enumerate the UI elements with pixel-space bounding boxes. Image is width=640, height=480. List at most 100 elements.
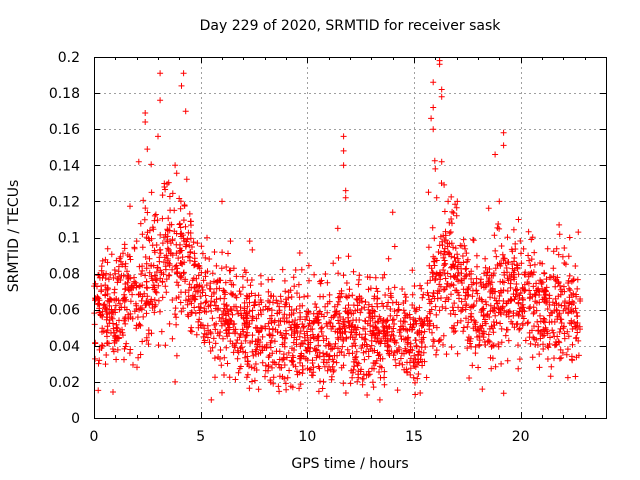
data-point bbox=[289, 318, 296, 325]
data-point bbox=[177, 224, 184, 231]
data-point bbox=[160, 234, 167, 241]
data-point bbox=[441, 208, 448, 215]
data-point bbox=[437, 336, 444, 343]
data-point bbox=[511, 258, 517, 265]
data-point bbox=[489, 325, 496, 332]
data-point bbox=[142, 205, 149, 212]
data-point bbox=[323, 351, 330, 358]
data-point bbox=[113, 356, 120, 363]
data-point bbox=[137, 291, 144, 298]
data-point bbox=[192, 288, 199, 295]
data-point bbox=[226, 316, 233, 323]
data-point bbox=[223, 264, 230, 270]
data-point bbox=[186, 210, 193, 217]
data-point bbox=[98, 345, 105, 351]
data-point bbox=[243, 315, 250, 321]
data-point bbox=[350, 268, 357, 275]
data-point bbox=[284, 374, 291, 381]
data-point bbox=[443, 237, 449, 244]
data-point bbox=[549, 327, 556, 334]
data-point bbox=[485, 277, 492, 283]
data-point bbox=[207, 348, 214, 354]
data-point bbox=[526, 305, 533, 312]
data-point bbox=[336, 349, 343, 356]
data-point bbox=[544, 343, 551, 349]
data-point bbox=[381, 374, 388, 381]
data-point bbox=[527, 262, 534, 269]
data-point bbox=[294, 290, 300, 297]
data-point bbox=[293, 306, 300, 312]
data-point bbox=[466, 375, 473, 381]
data-point bbox=[102, 291, 109, 298]
data-point bbox=[401, 291, 408, 298]
data-point bbox=[504, 269, 511, 276]
data-point bbox=[349, 374, 356, 381]
data-point bbox=[388, 331, 395, 338]
data-point bbox=[191, 304, 198, 311]
data-point bbox=[407, 371, 414, 378]
data-point bbox=[471, 317, 478, 324]
data-point bbox=[451, 263, 458, 270]
data-point bbox=[171, 207, 178, 214]
data-point bbox=[437, 233, 444, 240]
data-point bbox=[342, 194, 349, 201]
data-point bbox=[489, 342, 496, 349]
data-point bbox=[177, 273, 184, 280]
data-point bbox=[453, 276, 460, 283]
data-point bbox=[337, 314, 343, 320]
data-point bbox=[354, 378, 361, 385]
data-point bbox=[391, 284, 398, 291]
data-point bbox=[237, 291, 244, 298]
data-point bbox=[100, 328, 107, 335]
data-point bbox=[420, 291, 427, 298]
data-point bbox=[234, 355, 241, 362]
data-point bbox=[113, 295, 120, 302]
data-point bbox=[362, 299, 369, 305]
data-point bbox=[359, 381, 366, 388]
data-point bbox=[318, 328, 325, 335]
data-point bbox=[209, 270, 216, 277]
data-point bbox=[574, 320, 581, 326]
data-point bbox=[140, 197, 147, 204]
data-point bbox=[532, 292, 539, 299]
data-point bbox=[327, 346, 334, 353]
data-point bbox=[216, 332, 223, 339]
data-point bbox=[450, 262, 457, 269]
data-point bbox=[286, 367, 293, 374]
data-point bbox=[140, 313, 147, 320]
data-point bbox=[541, 269, 548, 276]
data-point bbox=[309, 357, 316, 364]
data-point bbox=[149, 242, 156, 249]
data-point bbox=[504, 234, 511, 241]
data-point bbox=[539, 333, 546, 339]
data-point bbox=[274, 328, 281, 335]
data-point bbox=[551, 308, 558, 314]
data-point bbox=[269, 326, 276, 333]
data-point bbox=[426, 326, 433, 333]
y-tick-label: 0.04 bbox=[49, 339, 80, 355]
y-tick-label: 0.12 bbox=[49, 194, 80, 210]
data-point bbox=[190, 239, 197, 246]
data-point bbox=[321, 313, 327, 320]
data-point bbox=[121, 294, 128, 301]
data-point bbox=[247, 282, 254, 289]
data-point bbox=[198, 269, 205, 276]
data-point bbox=[220, 335, 226, 342]
data-point bbox=[275, 322, 282, 329]
data-point bbox=[293, 322, 300, 329]
data-point bbox=[240, 328, 247, 335]
data-point bbox=[279, 266, 286, 273]
data-point bbox=[288, 294, 295, 300]
data-point bbox=[387, 336, 394, 343]
data-point bbox=[257, 349, 264, 356]
data-point bbox=[521, 287, 528, 294]
data-point bbox=[122, 320, 129, 327]
data-point bbox=[172, 263, 179, 270]
data-point bbox=[191, 295, 198, 302]
data-point bbox=[556, 329, 563, 335]
data-point bbox=[480, 334, 487, 341]
data-point bbox=[273, 297, 280, 304]
data-point bbox=[438, 93, 445, 100]
data-point bbox=[489, 355, 496, 362]
data-point bbox=[281, 303, 288, 310]
